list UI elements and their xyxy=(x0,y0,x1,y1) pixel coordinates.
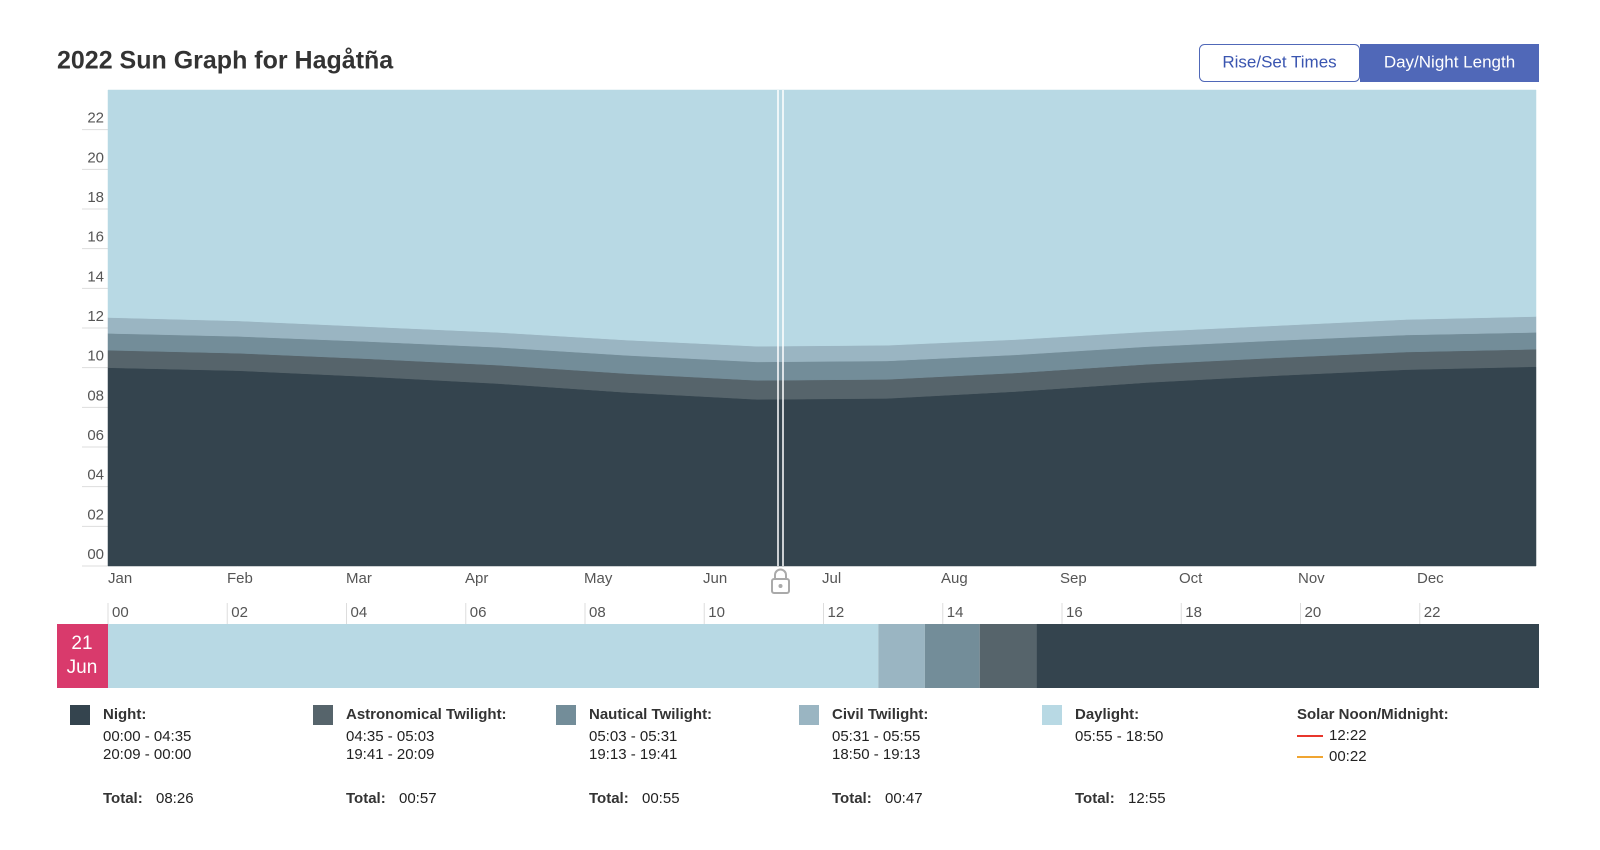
x-tick-label: Sep xyxy=(1060,570,1087,587)
legend-total-label: Total: xyxy=(589,790,629,807)
legend-time: 05:31 - 05:55 xyxy=(832,728,920,745)
legend-name: Night: xyxy=(103,706,146,723)
x-tick-label: 08 xyxy=(589,604,606,621)
legend-time: 00:22 xyxy=(1329,748,1367,765)
legend-time: 18:50 - 19:13 xyxy=(832,746,920,763)
legend-time: 12:22 xyxy=(1329,727,1367,744)
y-tick-label: 08 xyxy=(87,387,104,404)
legend-total-label: Total: xyxy=(103,790,143,807)
legend-name: Daylight: xyxy=(1075,706,1139,723)
x-tick-label: Aug xyxy=(941,570,968,587)
lock-icon xyxy=(778,584,783,588)
legend-total: 12:55 xyxy=(1128,790,1166,807)
day-segment xyxy=(1036,624,1539,688)
x-tick-label: 10 xyxy=(708,604,725,621)
x-tick-label: 02 xyxy=(231,604,248,621)
legend-total-label: Total: xyxy=(832,790,872,807)
x-tick-label: 20 xyxy=(1305,604,1322,621)
x-tick-label: 18 xyxy=(1185,604,1202,621)
legend-time: 20:09 - 00:00 xyxy=(103,746,191,763)
y-tick-label: 02 xyxy=(87,506,104,523)
legend-swatch xyxy=(313,705,333,725)
toggle-button-label[interactable]: Rise/Set Times xyxy=(1222,52,1336,71)
legend-time: 04:35 - 05:03 xyxy=(346,728,434,745)
legend-total: 00:47 xyxy=(885,790,923,807)
x-tick-label: Mar xyxy=(346,570,372,587)
date-day: 21 xyxy=(71,633,92,654)
date-badge xyxy=(57,624,108,688)
day-segment xyxy=(924,624,980,688)
y-tick-label: 14 xyxy=(87,268,104,285)
legend-swatch xyxy=(70,705,90,725)
day-segment xyxy=(979,624,1037,688)
y-tick-label: 22 xyxy=(87,110,104,127)
legend-swatch xyxy=(799,705,819,725)
y-tick-label: 18 xyxy=(87,189,104,206)
x-tick-label: Oct xyxy=(1179,570,1203,587)
x-tick-label: Jun xyxy=(703,570,727,587)
x-tick-label: 12 xyxy=(828,604,845,621)
y-tick-label: 00 xyxy=(87,546,104,563)
y-tick-label: 20 xyxy=(87,149,104,166)
date-month: Jun xyxy=(67,657,98,678)
legend-time: 00:00 - 04:35 xyxy=(103,728,191,745)
x-tick-label: Feb xyxy=(227,570,253,587)
x-tick-label: 14 xyxy=(947,604,964,621)
day-segment xyxy=(878,624,925,688)
lock-icon xyxy=(774,568,787,579)
x-tick-label: 00 xyxy=(112,604,129,621)
legend-total-label: Total: xyxy=(346,790,386,807)
legend-swatch xyxy=(556,705,576,725)
legend-name: Civil Twilight: xyxy=(832,706,928,723)
x-tick-label: Jul xyxy=(822,570,841,587)
toggle-button[interactable] xyxy=(1360,44,1539,82)
y-tick-label: 12 xyxy=(87,308,104,325)
legend-time: 05:55 - 18:50 xyxy=(1075,728,1163,745)
x-tick-label: May xyxy=(584,570,613,587)
x-tick-label: Nov xyxy=(1298,570,1325,587)
area-layer xyxy=(107,89,1537,347)
legend-total-label: Total: xyxy=(1075,790,1115,807)
day-segment xyxy=(108,624,879,688)
legend-name: Nautical Twilight: xyxy=(589,706,712,723)
x-tick-label: 16 xyxy=(1066,604,1083,621)
x-tick-label: Dec xyxy=(1417,570,1444,587)
legend-time: 19:41 - 20:09 xyxy=(346,746,434,763)
x-tick-label: Apr xyxy=(465,570,488,587)
x-tick-label: 06 xyxy=(470,604,487,621)
legend-name: Astronomical Twilight: xyxy=(346,706,507,723)
legend-time: 05:03 - 05:31 xyxy=(589,728,677,745)
legend-time: 19:13 - 19:41 xyxy=(589,746,677,763)
legend-swatch xyxy=(1042,705,1062,725)
toggle-button-label[interactable]: Day/Night Length xyxy=(1384,52,1515,71)
x-tick-label: 22 xyxy=(1424,604,1441,621)
legend-total: 00:57 xyxy=(399,790,437,807)
legend-total: 08:26 xyxy=(156,790,194,807)
x-tick-label: Jan xyxy=(108,570,132,587)
y-tick-label: 10 xyxy=(87,348,104,365)
toggle-button[interactable] xyxy=(1199,44,1360,82)
legend-total: 00:55 xyxy=(642,790,680,807)
y-tick-label: 04 xyxy=(87,467,104,484)
y-tick-label: 16 xyxy=(87,229,104,246)
lock-icon xyxy=(771,578,790,594)
legend-name: Solar Noon/Midnight: xyxy=(1297,706,1449,723)
chart-title: 2022 Sun Graph for Hagåtña xyxy=(57,47,394,75)
x-tick-label: 04 xyxy=(351,604,368,621)
y-tick-label: 06 xyxy=(87,427,104,444)
